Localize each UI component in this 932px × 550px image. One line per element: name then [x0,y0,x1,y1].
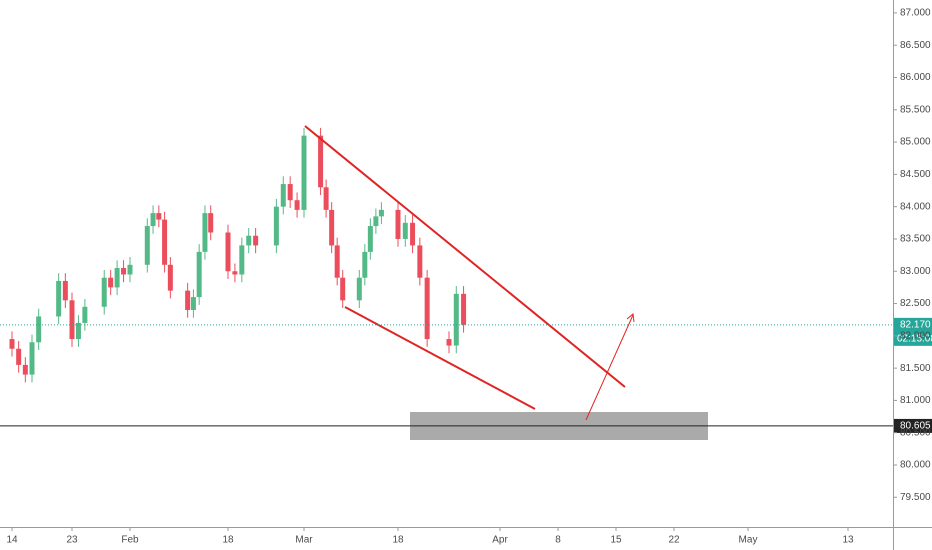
y-tick-label: 84.500 [900,169,931,180]
y-tick-label: 79.500 [900,492,931,503]
candle-body [410,222,416,246]
candle-body [253,235,259,246]
candle-body [22,364,28,375]
candle-body [190,297,196,310]
y-tick-label: 80.500 [900,427,931,438]
y-tick-label: 82.500 [900,298,931,309]
candle-body [246,235,252,246]
candle-body [232,271,238,275]
countdown-label: 02:15:08 [897,333,932,344]
candle-body [75,322,81,340]
candle-body [294,200,300,210]
candle-body [121,268,127,275]
candle-body [402,222,408,239]
y-tick-label: 82.000 [900,330,931,341]
arrow-head [626,313,635,323]
y-tick-label: 85.500 [900,104,931,115]
x-tick-label: Apr [492,535,508,546]
candle-body [280,184,286,207]
candle-body [329,209,335,246]
candle-body [367,226,373,252]
candle-body [56,280,62,317]
candle-body [287,184,293,201]
candle-body [69,300,75,340]
candle-body [378,209,384,217]
candle-body [225,232,231,272]
candle-body [150,213,156,227]
x-tick-label: Feb [121,535,139,546]
candle-body [202,213,208,252]
candle-body [167,264,173,291]
x-tick-label: Mar [295,535,313,546]
candle-body [208,213,214,233]
y-tick-label: 86.500 [900,40,931,51]
candle-body [82,306,88,323]
candle-body [114,268,120,288]
candle-body [62,280,68,301]
candle-body [395,209,401,239]
candle-body [356,277,362,301]
candle-body [101,277,107,307]
candle-body [36,316,42,343]
candle-body [108,277,114,288]
x-tick-label: 15 [610,535,622,546]
candle-body [144,226,150,265]
x-tick-label: 18 [222,535,234,546]
level-label: 80.605 [900,421,931,432]
y-tick-label: 80.000 [900,460,931,471]
candle-body [301,135,307,210]
plot [9,127,467,383]
candle-body [185,290,191,310]
candle-body [196,251,202,298]
x-tick-label: 14 [6,535,18,546]
candle-body [461,293,467,325]
x-tick-label: 13 [842,535,854,546]
candle-body [29,342,35,375]
candle-body [318,135,324,188]
y-tick-label: 87.000 [900,8,931,19]
candle-body [446,339,452,346]
candle-body [362,251,368,278]
candle-body [424,277,430,340]
y-tick-label: 81.500 [900,363,931,374]
candle-body [9,339,15,349]
x-tick-label: 22 [668,535,680,546]
candle-body [162,219,168,265]
y-tick-label: 81.000 [900,395,931,406]
projection-arrow [585,314,634,421]
candle-body [239,245,245,275]
x-tick-label: 18 [392,535,404,546]
y-tick-label: 85.000 [900,137,931,148]
candle-body [373,216,379,227]
upper-trendline [304,125,626,388]
y-tick-label: 84.000 [900,201,931,212]
candle-body [273,206,279,246]
candle-body [127,264,133,275]
overlay: 82.170 02:15:08 80.605 [0,317,932,433]
candle-body [156,213,162,220]
y-tick-label: 83.000 [900,266,931,277]
x-tick-label: 23 [66,535,78,546]
lower-trendline [344,306,536,410]
y-tick-label: 86.000 [900,72,931,83]
candle-body [417,245,423,278]
candle-body [453,293,459,346]
last-price-box [894,317,932,346]
candle-body [323,187,329,210]
x-tick-label: May [739,535,758,546]
candle-body [16,348,22,365]
level-box [894,418,932,433]
y-tick-label: 83.500 [900,234,931,245]
x-tick-label: 8 [555,535,561,546]
candle-body [334,245,340,278]
last-price-label: 82.170 [900,319,931,330]
candle-body [340,277,346,301]
